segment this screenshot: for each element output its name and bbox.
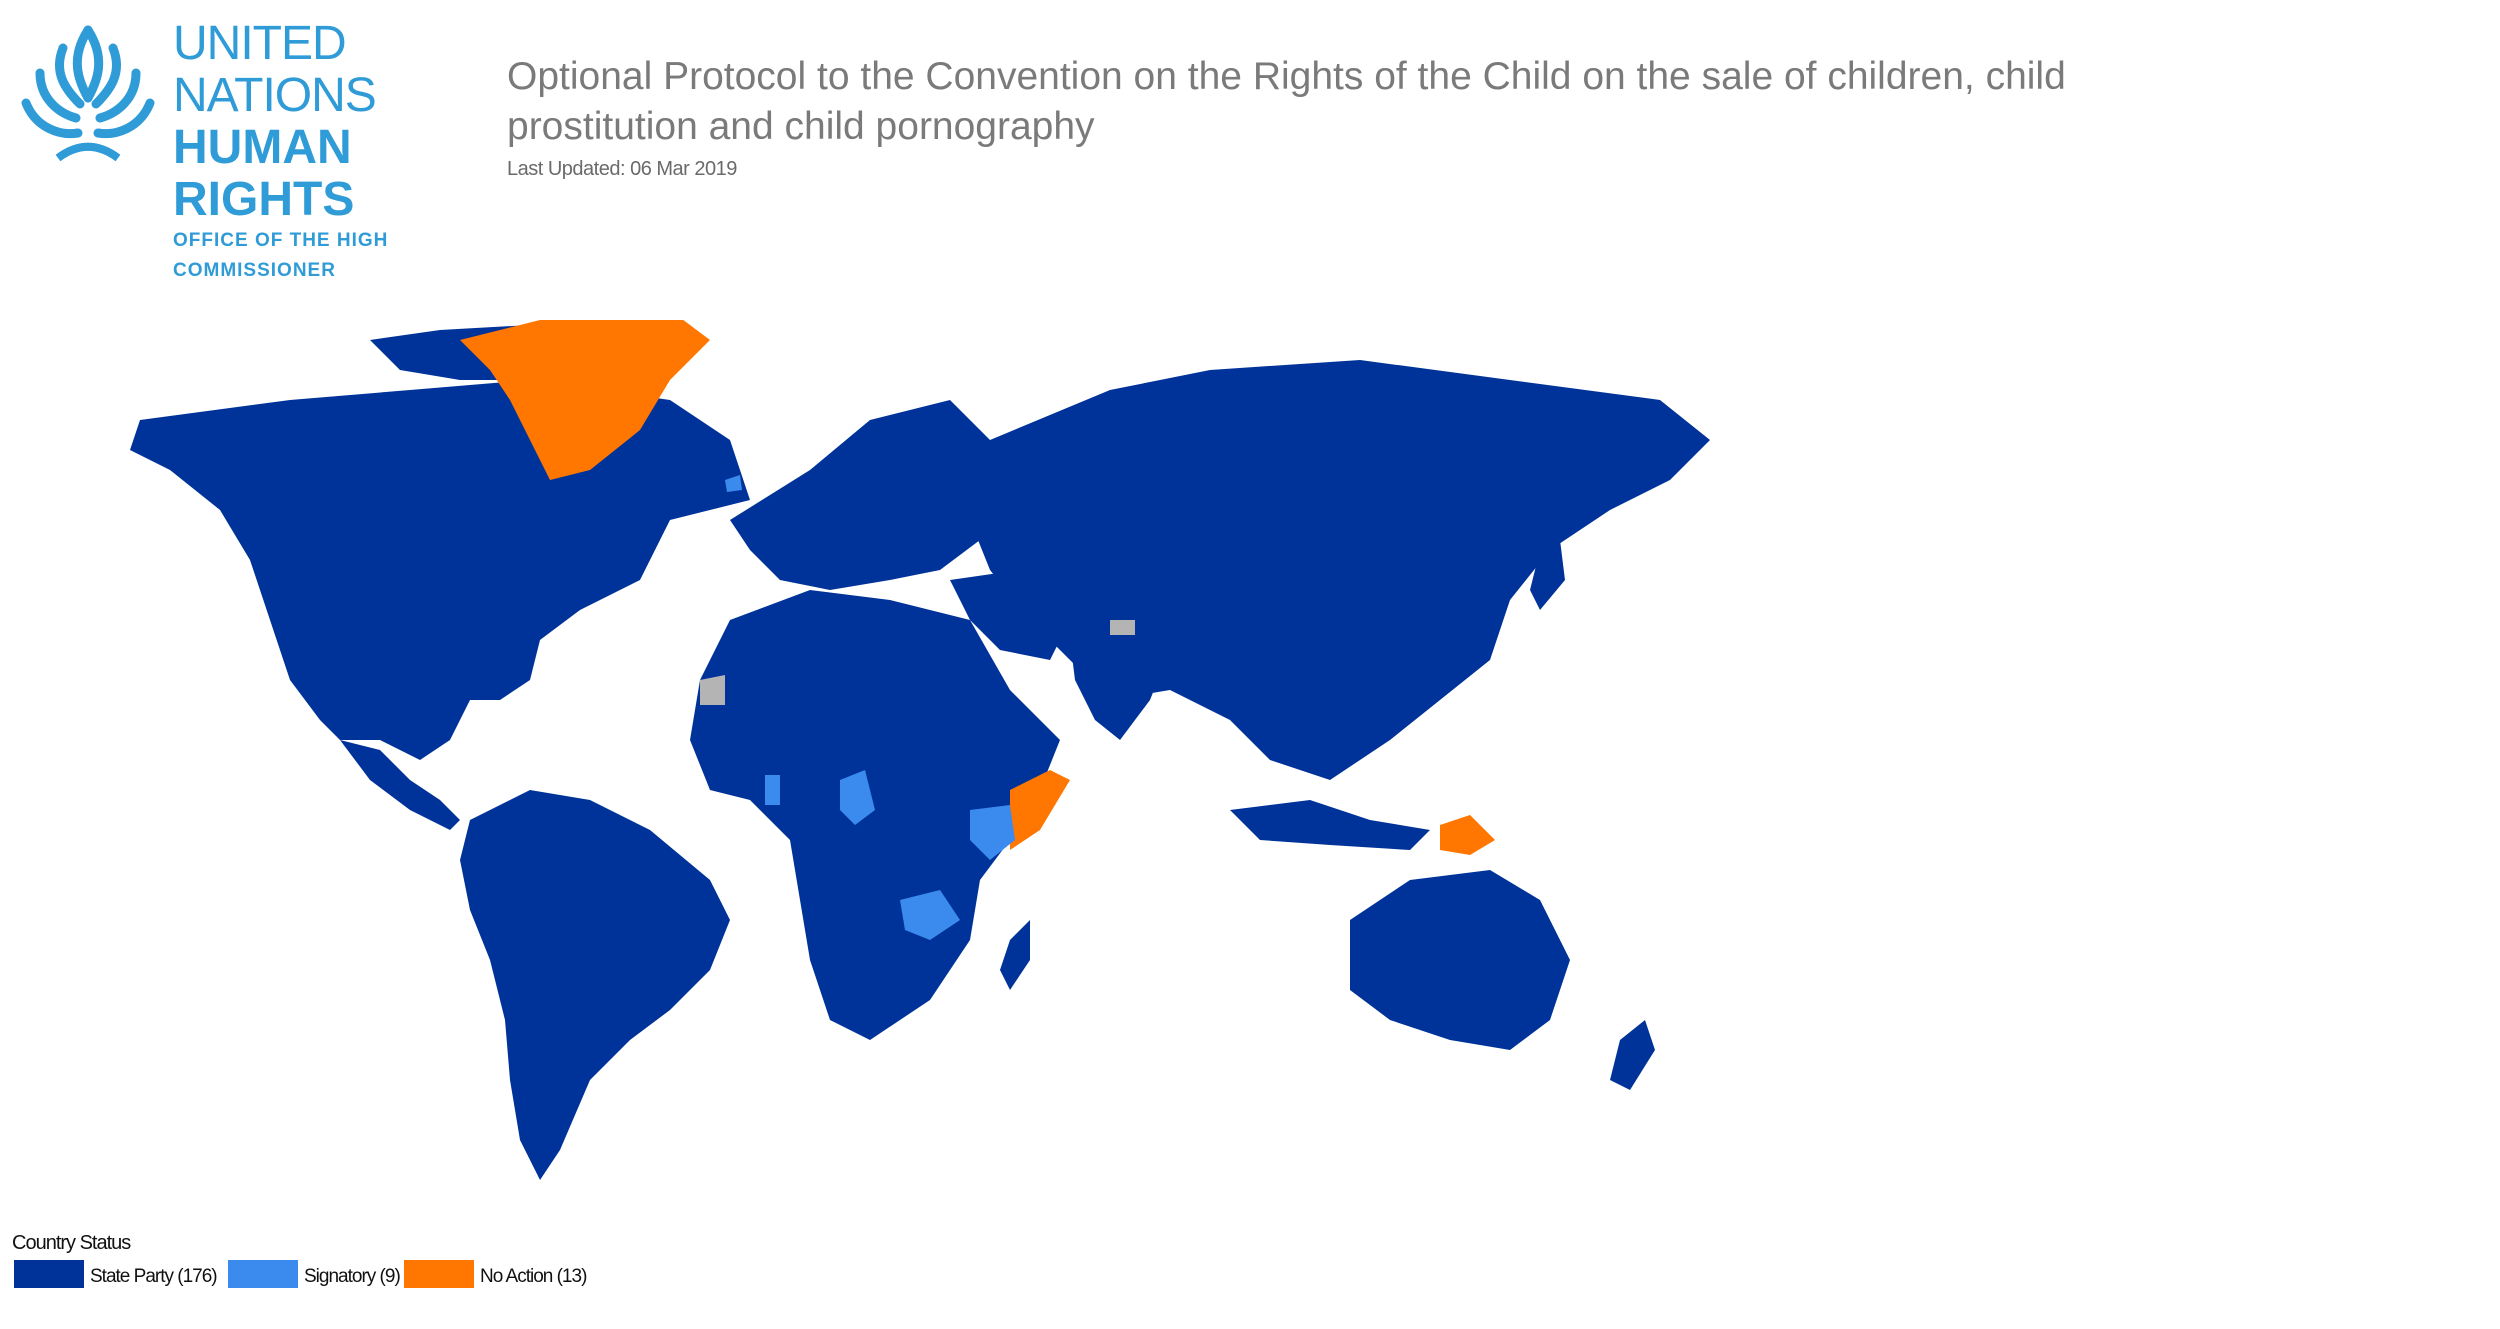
japan[interactable] [1530,540,1565,610]
central-america[interactable] [340,740,460,830]
asia[interactable] [970,360,1710,780]
new-zealand[interactable] [1610,1020,1655,1090]
legend-swatch-state-party [14,1260,84,1288]
world-map[interactable] [110,320,2310,1180]
last-updated: Last Updated: 06 Mar 2019 [507,158,737,180]
papua-new-guinea[interactable] [1440,815,1495,855]
europe[interactable] [730,400,1010,590]
western-sahara[interactable] [700,675,725,705]
zambia[interactable] [900,890,960,940]
arabian-peninsula[interactable] [950,570,1070,660]
cameroon[interactable] [840,770,875,825]
un-human-rights-logo: UNITED NATIONS HUMAN RIGHTS OFFICE OF TH… [18,17,468,281]
ghana[interactable] [765,775,780,805]
australia[interactable] [1350,870,1570,1050]
legend-label-signatory: Signatory (9) [304,1266,401,1287]
logo-line-united-nations: UNITED NATIONS [173,17,377,122]
greenland[interactable] [460,320,710,480]
legend-swatch-signatory [228,1260,298,1288]
ireland[interactable] [725,475,742,492]
south-america[interactable] [460,790,730,1180]
logo-line-human-rights: HUMAN RIGHTS [173,121,355,226]
legend-title: Country Status [12,1232,131,1254]
page-title: Optional Protocol to the Convention on t… [507,55,2066,148]
madagascar[interactable] [1000,920,1030,990]
legend-label-no-action: No Action (13) [480,1266,587,1287]
kenya[interactable] [970,805,1015,860]
logo-line-office: OFFICE OF THE HIGH COMMISSIONER [173,230,389,281]
indonesia[interactable] [1230,800,1430,850]
nepal[interactable] [1110,620,1135,635]
india[interactable] [1070,620,1170,740]
somalia[interactable] [1010,770,1070,850]
africa[interactable] [690,590,1060,1040]
north-america[interactable] [130,380,750,760]
legend-swatch-no-action [404,1260,474,1288]
un-emblem-icon [21,25,155,162]
legend-label-state-party: State Party (176) [90,1266,218,1287]
